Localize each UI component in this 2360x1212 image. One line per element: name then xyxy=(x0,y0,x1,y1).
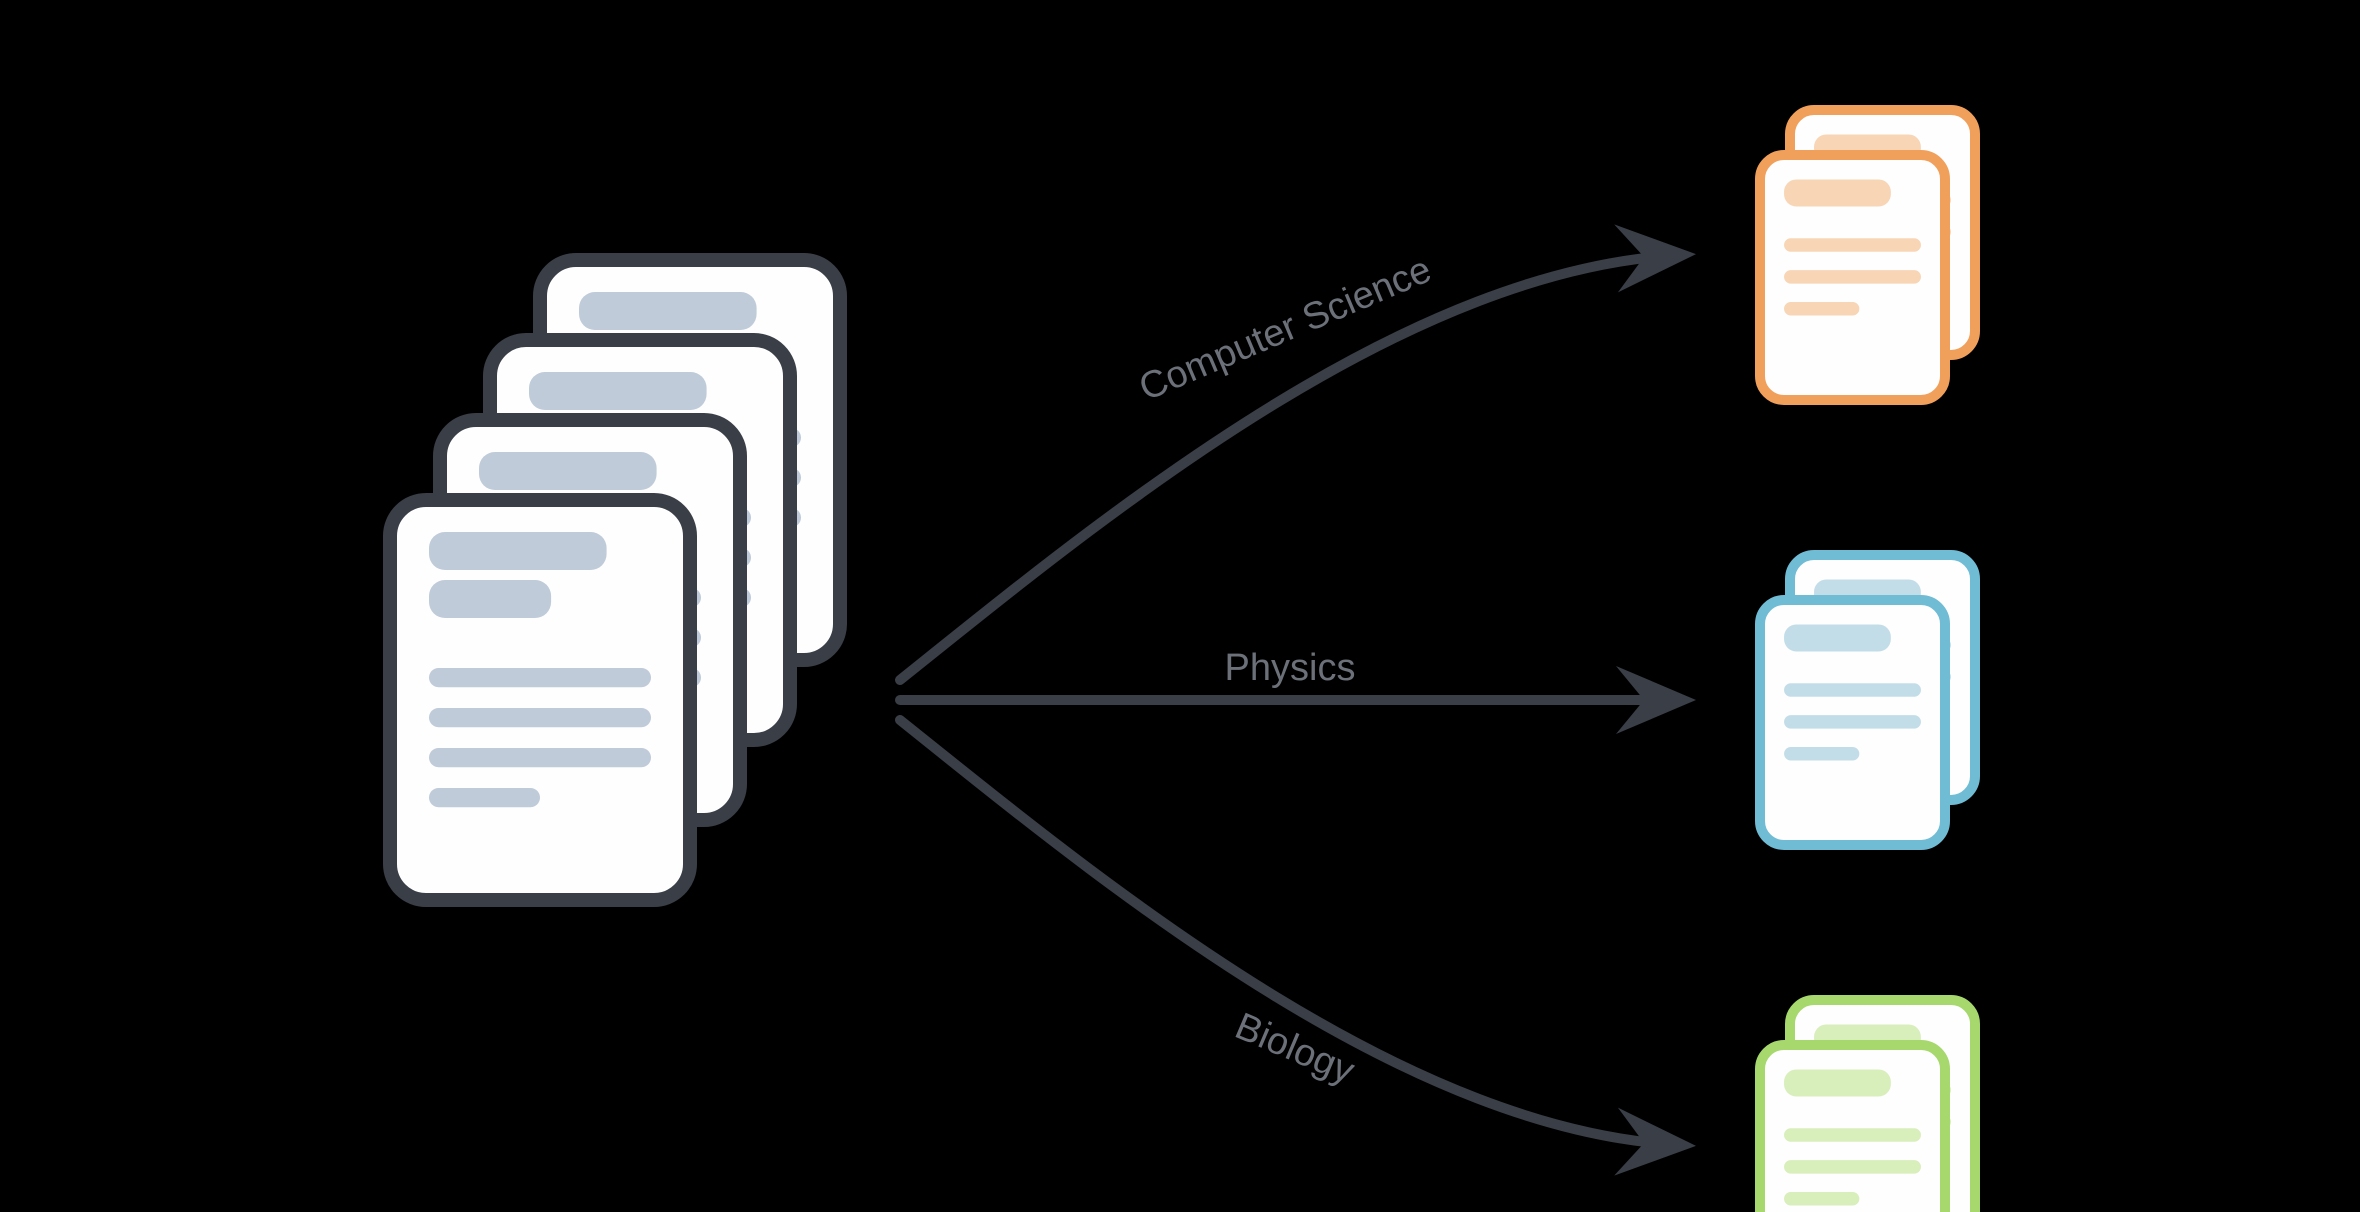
target-documents-cs-icon xyxy=(1760,110,1975,400)
target-documents-biology-icon xyxy=(1760,1000,1975,1212)
classification-diagram: Computer SciencePhysicsBiology xyxy=(0,0,2360,1212)
arrow-label-physics: Physics xyxy=(1225,647,1356,689)
target-documents-physics-icon xyxy=(1760,555,1975,845)
